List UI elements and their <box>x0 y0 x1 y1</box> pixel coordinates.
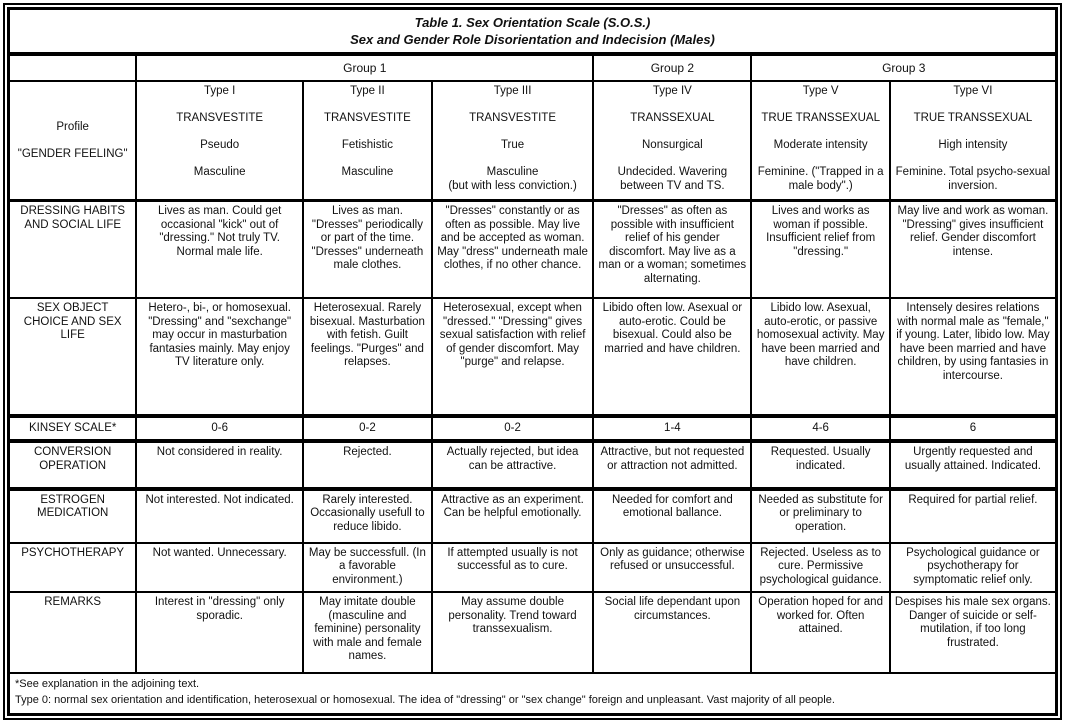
profile-cell-type-4: Type IV TRANSSEXUAL Nonsurgical Undecide… <box>592 79 753 203</box>
table-cell: Libido often low. Asexual or auto-erotic… <box>592 297 753 418</box>
table-cell: Heterosexual. Rarely bisexual. Masturbat… <box>301 297 433 418</box>
table-cell: Requested. Usually indicated. <box>750 440 891 491</box>
footnote-type-0: Type 0: normal sex orientation and ident… <box>15 693 835 706</box>
row-label-sex-object-choice: SEX OBJECT CHOICE AND SEX LIFE <box>7 297 138 418</box>
table-cell: Rejected. <box>301 440 433 491</box>
table-cell: Despises his male sex organs. Danger of … <box>888 591 1058 674</box>
table-cell: Hetero-, bi-, or homosexual. "Dressing" … <box>135 297 304 418</box>
table-title-line2: Sex and Gender Role Disorientation and I… <box>350 32 715 48</box>
table-outer-frame: Table 1. Sex Orientation Scale (S.O.S.) … <box>3 3 1062 720</box>
table-cell: Required for partial relief. <box>888 487 1058 544</box>
table-cell: 0-6 <box>135 414 304 443</box>
table-title: Table 1. Sex Orientation Scale (S.O.S.) … <box>7 7 1058 56</box>
row-label-psychotherapy: PSYCHOTHERAPY <box>7 541 138 594</box>
table-cell: Attractive as an experiment. Can be help… <box>430 487 595 544</box>
table-title-line1: Table 1. Sex Orientation Scale (S.O.S.) <box>414 14 651 30</box>
table-cell: Lives as man. "Dresses" periodically or … <box>301 199 433 300</box>
table-cell: May be successfull. (In a favorable envi… <box>301 541 433 594</box>
group-1-header: Group 1 <box>135 52 595 82</box>
group-header-empty-cell <box>7 52 138 82</box>
table-cell: 0-2 <box>301 414 433 443</box>
table-cell: Social life dependant upon circumstances… <box>592 591 753 674</box>
table-cell: If attempted usually is not successful a… <box>430 541 595 594</box>
table-cell: Actually rejected, but idea can be attra… <box>430 440 595 491</box>
profile-cell-type-3: Type III TRANSVESTITE True Masculine (bu… <box>430 79 595 203</box>
table-cell: Not considered in reality. <box>135 440 304 491</box>
table-footnotes: *See explanation in the adjoining text. … <box>7 672 1058 716</box>
group-3-header: Group 3 <box>750 52 1058 82</box>
table-cell: Attractive, but not requested or attract… <box>592 440 753 491</box>
table-cell: "Dresses" as often as possible with insu… <box>592 199 753 300</box>
row-label-dressing-habits: DRESSING HABITS AND SOCIAL LIFE <box>7 199 138 300</box>
table-cell: 6 <box>888 414 1058 443</box>
table-cell: Not wanted. Unnecessary. <box>135 541 304 594</box>
row-label-remarks: REMARKS <box>7 591 138 674</box>
table-cell: Operation hoped for and worked for. Ofte… <box>750 591 891 674</box>
table-cell: Interest in "dressing" only sporadic. <box>135 591 304 674</box>
table-cell: 0-2 <box>430 414 595 443</box>
profile-cell-type-1: Type I TRANSVESTITE Pseudo Masculine <box>135 79 304 203</box>
table-cell: Rarely interested. Occasionally usefull … <box>301 487 433 544</box>
sex-orientation-scale-table: Table 1. Sex Orientation Scale (S.O.S.) … <box>7 7 1058 716</box>
table-cell: Not interested. Not indicated. <box>135 487 304 544</box>
row-label-profile-gender-feeling: Profile "GENDER FEELING" <box>7 79 138 203</box>
table-cell: Intensely desires relations with normal … <box>888 297 1058 418</box>
profile-cell-type-6: Type VI TRUE TRANSSEXUAL High intensity … <box>888 79 1058 203</box>
row-label-conversion-operation: CONVERSION OPERATION <box>7 440 138 491</box>
table-cell: May imitate double (masculine and femini… <box>301 591 433 674</box>
table-cell: May live and work as woman. "Dressing" g… <box>888 199 1058 300</box>
row-label-estrogen-medication: ESTROGEN MEDICATION <box>7 487 138 544</box>
row-label-kinsey-scale: KINSEY SCALE* <box>7 414 138 443</box>
table-cell: Needed for comfort and emotional ballanc… <box>592 487 753 544</box>
table-cell: 4-6 <box>750 414 891 443</box>
table-cell: May assume double personality. Trend tow… <box>430 591 595 674</box>
table-cell: Needed as substitute for or preliminary … <box>750 487 891 544</box>
table-cell: Heterosexual, except when "dressed." "Dr… <box>430 297 595 418</box>
group-2-header: Group 2 <box>592 52 753 82</box>
table-cell: 1-4 <box>592 414 753 443</box>
profile-cell-type-2: Type II TRANSVESTITE Fetishistic Masculi… <box>301 79 433 203</box>
table-cell: Libido low. Asexual, auto-erotic, or pas… <box>750 297 891 418</box>
footnote-asterisk: *See explanation in the adjoining text. <box>15 678 200 690</box>
profile-cell-type-5: Type V TRUE TRANSSEXUAL Moderate intensi… <box>750 79 891 203</box>
table-cell: Psychological guidance or psychotherapy … <box>888 541 1058 594</box>
table-cell: Urgently requested and usually attained.… <box>888 440 1058 491</box>
table-cell: Only as guidance; otherwise refused or u… <box>592 541 753 594</box>
table-cell: Lives as man. Could get occasional "kick… <box>135 199 304 300</box>
table-cell: Lives and works as woman if possible. In… <box>750 199 891 300</box>
table-cell: Rejected. Useless as to cure. Permissive… <box>750 541 891 594</box>
table-cell: "Dresses" constantly or as often as poss… <box>430 199 595 300</box>
